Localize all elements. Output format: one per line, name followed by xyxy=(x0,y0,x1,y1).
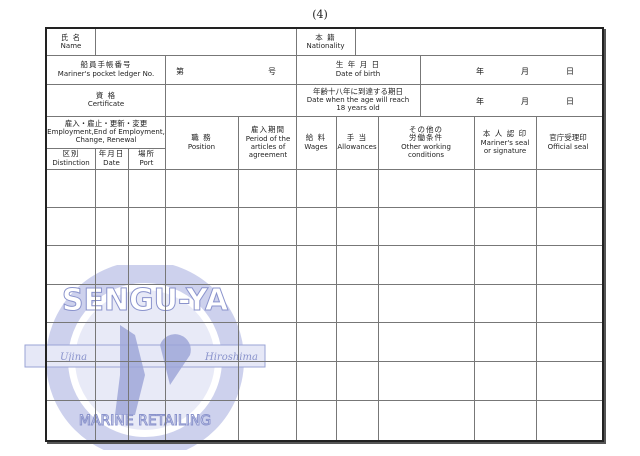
grid-line xyxy=(165,116,166,440)
birth-date-field[interactable]: 年 月 日 xyxy=(420,55,600,84)
sengu-ya-watermark-logo: SENGU-YA Ujina Hiroshima MARINE RETAILIN… xyxy=(24,265,266,450)
col-employment: 雇入・雇止・更新・変更 Employment,End of Employment,… xyxy=(47,118,165,145)
grid-line xyxy=(95,148,96,440)
svg-text:MARINE RETAILING: MARINE RETAILING xyxy=(79,413,211,429)
certificate-field[interactable] xyxy=(165,84,296,116)
col-position: 職 務 Position xyxy=(187,133,216,151)
day-label: 日 xyxy=(566,97,574,106)
grid-line xyxy=(128,148,129,440)
age18-date-field[interactable]: 年 月 日 xyxy=(420,84,600,116)
age18-label: 年齢十八年に到達する期日 Date when the age will reach… xyxy=(306,86,410,113)
grid-line xyxy=(47,361,602,362)
grid-line xyxy=(47,400,602,401)
grid-line xyxy=(536,116,537,440)
month-label: 月 xyxy=(521,97,529,106)
col-date: 年月日 Date xyxy=(98,149,125,167)
certificate-label: 資 格 Certificate xyxy=(87,90,125,109)
col-distinction: 区別 Distinction xyxy=(52,149,90,167)
svg-text:Ujina: Ujina xyxy=(60,352,87,363)
grid-line xyxy=(420,55,421,116)
grid-line xyxy=(47,284,602,285)
grid-line xyxy=(378,116,379,440)
col-mariner-seal: 本 人 認 印 Mariner's seal or signature xyxy=(480,129,530,155)
col-wages: 給 料 Wages xyxy=(304,133,328,151)
ledger-go: 号 xyxy=(268,67,276,76)
day-label: 日 xyxy=(566,67,574,76)
grid-line xyxy=(95,29,96,55)
month-label: 月 xyxy=(521,67,529,76)
ledger-dai: 第 xyxy=(176,67,184,76)
name-label: 氏 名 Name xyxy=(60,32,82,51)
col-other-conditions: その他の 労働条件 Other working conditions xyxy=(401,124,451,160)
grid-line xyxy=(474,116,475,440)
grid-line xyxy=(355,29,356,55)
svg-text:SENGU-YA: SENGU-YA xyxy=(62,283,229,318)
ledger-field[interactable] xyxy=(165,55,296,84)
col-official-seal: 官庁受理印 Official seal xyxy=(547,133,589,151)
nationality-label: 本 籍 Nationality xyxy=(306,32,345,51)
form-table xyxy=(45,27,604,442)
grid-line xyxy=(47,322,602,323)
name-field[interactable] xyxy=(95,29,296,55)
grid-line xyxy=(296,29,297,116)
col-port: 場所 Port xyxy=(138,149,155,167)
svg-text:Hiroshima: Hiroshima xyxy=(204,352,258,363)
grid-line xyxy=(165,55,166,116)
col-period: 雇入期間 Period of the articles of agreement xyxy=(245,125,291,159)
grid-line xyxy=(296,116,297,440)
grid-line xyxy=(238,116,239,440)
nationality-field[interactable] xyxy=(355,29,600,55)
grid-line xyxy=(47,169,602,170)
grid-line xyxy=(47,84,602,85)
year-label: 年 xyxy=(476,97,484,106)
grid-line xyxy=(47,207,602,208)
grid-line xyxy=(47,148,165,149)
page-number: (4) xyxy=(312,8,328,21)
birth-label: 生 年 月 日 Date of birth xyxy=(335,60,381,78)
grid-line xyxy=(336,116,337,440)
year-label: 年 xyxy=(476,67,484,76)
grid-line xyxy=(47,245,602,246)
grid-line xyxy=(47,55,602,56)
grid-line xyxy=(47,116,602,117)
col-allowances: 手 当 Allowances xyxy=(337,133,377,151)
ledger-label: 船員手帳番号 Mariner's pocket ledger No. xyxy=(57,60,155,78)
